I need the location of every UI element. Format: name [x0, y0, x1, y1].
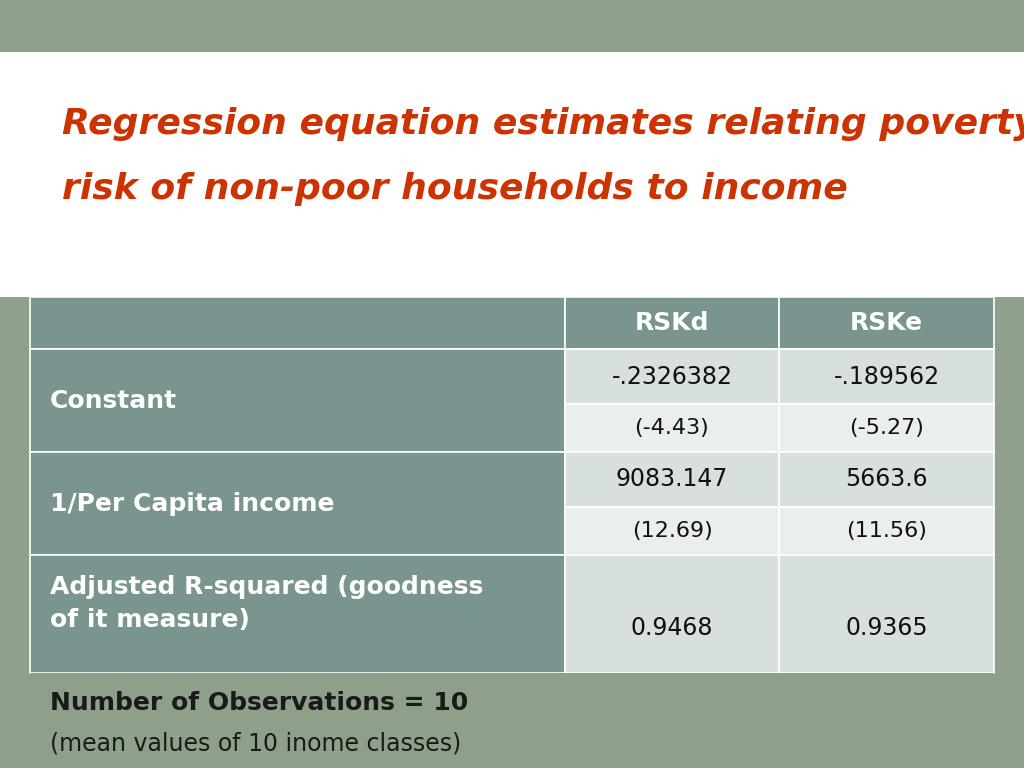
Text: (11.56): (11.56) [846, 521, 927, 541]
Text: 1/Per Capita income: 1/Per Capita income [50, 492, 335, 515]
FancyBboxPatch shape [779, 555, 994, 673]
FancyBboxPatch shape [779, 349, 994, 404]
FancyBboxPatch shape [565, 404, 779, 452]
Text: RSKd: RSKd [635, 311, 710, 335]
Text: RSKe: RSKe [850, 311, 923, 335]
Text: Regression equation estimates relating poverty: Regression equation estimates relating p… [62, 107, 1024, 141]
Text: 9083.147: 9083.147 [615, 468, 728, 492]
Text: 0.9365: 0.9365 [845, 616, 928, 641]
FancyBboxPatch shape [779, 452, 994, 507]
Text: 0.9468: 0.9468 [631, 616, 714, 641]
Text: (-5.27): (-5.27) [849, 418, 924, 438]
Text: -.189562: -.189562 [834, 365, 940, 389]
FancyBboxPatch shape [30, 452, 565, 555]
Text: Adjusted R-squared (goodness
of it measure): Adjusted R-squared (goodness of it measu… [50, 575, 483, 633]
FancyBboxPatch shape [0, 52, 1024, 297]
Text: risk of non-poor households to income: risk of non-poor households to income [62, 172, 848, 206]
FancyBboxPatch shape [779, 507, 994, 555]
FancyBboxPatch shape [779, 404, 994, 452]
Text: -.2326382: -.2326382 [611, 365, 732, 389]
FancyBboxPatch shape [30, 297, 565, 349]
FancyBboxPatch shape [779, 297, 994, 349]
FancyBboxPatch shape [565, 349, 779, 404]
FancyBboxPatch shape [0, 0, 1024, 52]
Text: (mean values of 10 inome classes): (mean values of 10 inome classes) [50, 731, 461, 755]
FancyBboxPatch shape [565, 507, 779, 555]
FancyBboxPatch shape [565, 555, 779, 673]
FancyBboxPatch shape [565, 297, 779, 349]
Text: Number of Observations = 10: Number of Observations = 10 [50, 691, 468, 715]
FancyBboxPatch shape [30, 673, 994, 768]
Text: 5663.6: 5663.6 [845, 468, 928, 492]
Text: (12.69): (12.69) [632, 521, 713, 541]
Text: (-4.43): (-4.43) [635, 418, 710, 438]
Text: Constant: Constant [50, 389, 177, 412]
FancyBboxPatch shape [565, 452, 779, 507]
FancyBboxPatch shape [30, 349, 565, 452]
FancyBboxPatch shape [30, 555, 565, 673]
